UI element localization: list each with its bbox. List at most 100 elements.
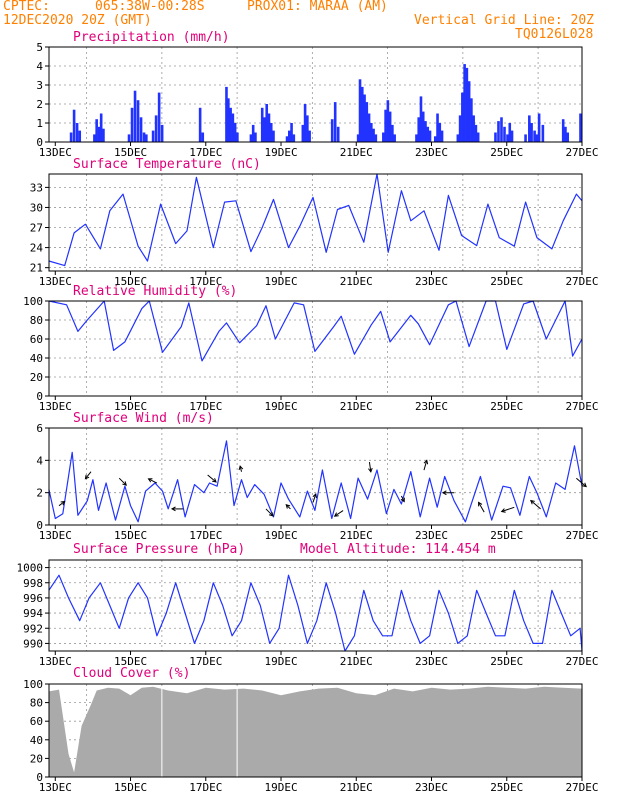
precip-bar <box>510 130 514 142</box>
model-code-label: TQ0126L028 <box>515 27 594 42</box>
precip-bar <box>231 113 235 142</box>
location-label: PROX01: MARAA (AM) <box>247 0 388 14</box>
wind-arrow <box>334 510 344 517</box>
precip-bar <box>533 130 536 142</box>
precip-bar <box>227 98 230 142</box>
temp-ytick-label: 30 <box>30 201 43 214</box>
wind-arrow-head <box>312 493 317 499</box>
precip-bar <box>367 113 371 142</box>
precip-bar <box>474 124 478 142</box>
precip-bar <box>269 123 273 142</box>
precip-ytick-label: 1 <box>36 117 43 130</box>
wind-arrow <box>423 460 428 471</box>
precip-bar <box>145 134 148 142</box>
precip-bar <box>365 102 369 142</box>
precip-bar <box>421 111 425 142</box>
pressure-ytick-label: 992 <box>23 622 43 635</box>
wind-arrow-head <box>333 512 339 517</box>
wind-arrow-head <box>285 503 291 509</box>
precip-ytick-label: 2 <box>36 98 43 111</box>
precip-xtick-label: 17DEC <box>189 146 222 159</box>
wind-arrow-head <box>212 478 217 483</box>
temp-xtick-label: 27DEC <box>565 275 598 288</box>
rh-panel: 0 20 40 60 80 100 13DEC 15DEC 17DEC 19DEC 21DEC 23D… <box>23 284 598 413</box>
precip-bar <box>142 132 146 142</box>
wind-arrow <box>118 477 127 486</box>
wind-arrow <box>478 502 485 513</box>
wind-arrow <box>368 461 372 472</box>
precip-bar <box>358 79 362 142</box>
precip-bar <box>508 123 512 142</box>
precip-bar <box>139 117 143 142</box>
precip-ytick-label: 5 <box>36 41 43 54</box>
precip-bar <box>360 86 364 142</box>
precip-bar <box>290 123 293 142</box>
precip-bar <box>69 132 73 142</box>
temp-xtick-label: 23DEC <box>415 275 448 288</box>
wind-xtick-label: 27DEC <box>565 529 598 542</box>
rh-xtick-label: 15DEC <box>114 400 147 413</box>
wind-frame <box>48 427 583 526</box>
precip-bar <box>306 115 309 142</box>
pressure-annotation: Model Altitude: 114.454 m <box>300 542 496 557</box>
wind-xtick-label: 15DEC <box>114 529 147 542</box>
precip-xtick-label: 13DEC <box>39 146 72 159</box>
precip-bar <box>388 111 392 142</box>
rh-ytick-label: 100 <box>23 295 43 308</box>
cloud-xtick-label: 17DEC <box>189 781 222 794</box>
precip-bar <box>263 117 266 142</box>
precip-bar <box>133 90 137 142</box>
wind-xtick-label: 25DEC <box>490 529 523 542</box>
precip-bar <box>470 98 473 142</box>
wind-arrow-head <box>238 465 244 471</box>
pressure-xtick-label: 27DEC <box>565 655 598 668</box>
precip-bar <box>535 134 539 142</box>
pressure-ytick-label: 1000 <box>17 562 44 575</box>
precip-bar <box>456 134 460 142</box>
precip-bar <box>356 134 360 142</box>
pressure-line <box>48 574 583 652</box>
cloud-ytick-label: 40 <box>30 734 43 747</box>
precip-bar <box>229 107 232 142</box>
cloud-ytick-label: 20 <box>30 752 43 765</box>
precip-ytick-label: 0 <box>36 136 43 149</box>
pressure-panel: 990 992 994 996 998 1000 13DEC 15DEC 17DEC 19DEC 2… <box>17 542 599 668</box>
precip-bar <box>99 113 103 142</box>
pressure-xtick-label: 19DEC <box>264 655 297 668</box>
precip-bar <box>136 100 140 142</box>
precip-bar <box>95 119 98 142</box>
precip-bar <box>285 136 289 142</box>
precip-bar <box>382 132 385 142</box>
precip-bar <box>566 132 570 142</box>
wind-arrow <box>265 508 274 517</box>
rh-ytick-label: 60 <box>30 333 43 346</box>
cloud-xtick-label: 19DEC <box>264 781 297 794</box>
cloud-area <box>48 686 582 777</box>
precip-bar <box>267 113 271 142</box>
precip-bar <box>98 126 101 142</box>
header: CPTEC: 065:38W-00:28S PROX01: MARAA (AM)… <box>0 0 618 48</box>
wind-arrow-head <box>441 490 447 496</box>
precip-bar <box>233 123 237 142</box>
wind-title: Surface Wind (m/s) <box>73 411 214 426</box>
precip-bar <box>433 136 437 142</box>
precip-xtick-label: 27DEC <box>565 146 598 159</box>
precip-bar <box>530 123 533 142</box>
precip-bar <box>78 130 82 142</box>
precip-bar <box>497 121 500 142</box>
cloud-ytick-label: 100 <box>23 678 43 691</box>
precip-bar <box>225 86 228 142</box>
wind-arrow-head <box>423 459 429 465</box>
wind-xtick-label: 13DEC <box>39 529 72 542</box>
temp-xtick-label: 13DEC <box>39 275 72 288</box>
cloud-xtick-label: 13DEC <box>39 781 72 794</box>
rh-ytick-label: 40 <box>30 352 43 365</box>
precip-bar <box>372 128 375 142</box>
temp-xtick-label: 25DEC <box>490 275 523 288</box>
wind-arrow <box>312 493 317 503</box>
rh-ytick-label: 0 <box>36 390 43 403</box>
cloud-ytick-label: 60 <box>30 715 43 728</box>
wind-xtick-label: 17DEC <box>189 529 222 542</box>
rh-ytick-label: 80 <box>30 314 43 327</box>
